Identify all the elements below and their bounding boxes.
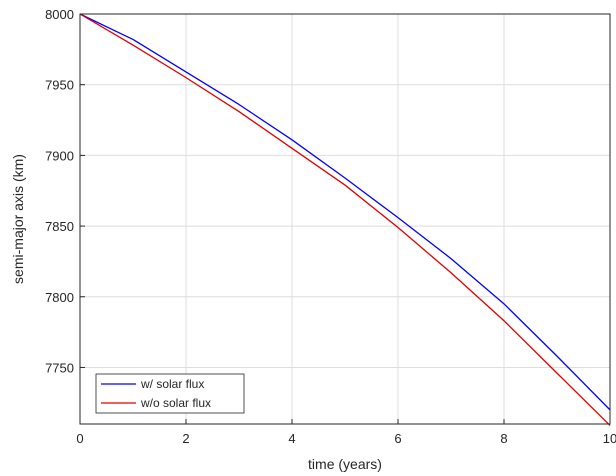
y-tick-label: 7850 bbox=[45, 219, 74, 234]
x-tick-label: 8 bbox=[500, 431, 507, 446]
x-tick-label: 6 bbox=[394, 431, 401, 446]
x-tick-label: 0 bbox=[76, 431, 83, 446]
series-line-0 bbox=[79, 13, 611, 411]
x-tick-label: 10 bbox=[603, 431, 616, 446]
y-tick-label: 7800 bbox=[45, 290, 74, 305]
plot-area bbox=[80, 14, 610, 424]
legend-label-wo-solar-flux: w/o solar flux bbox=[140, 396, 211, 410]
y-tick-label: 7900 bbox=[45, 148, 74, 163]
ticks: 0 2 4 6 8 10 7750 7800 7850 7900 7950 8000 bbox=[45, 7, 616, 446]
x-tick-label: 2 bbox=[182, 431, 189, 446]
y-axis-label: semi-major axis (km) bbox=[10, 154, 26, 284]
x-axis-label: time (years) bbox=[308, 456, 382, 472]
axes-box bbox=[79, 13, 611, 425]
legend-label-w-solar-flux: w/ solar flux bbox=[140, 377, 204, 391]
y-tick-label: 7950 bbox=[45, 78, 74, 93]
x-tick-label: 4 bbox=[288, 431, 295, 446]
y-tick-label: 8000 bbox=[45, 7, 74, 22]
series-line-1 bbox=[79, 13, 611, 426]
series-lines bbox=[79, 13, 611, 426]
legend: w/ solar flux w/o solar flux bbox=[95, 373, 245, 414]
legend-box bbox=[95, 373, 245, 414]
y-tick-label: 7750 bbox=[45, 360, 74, 375]
